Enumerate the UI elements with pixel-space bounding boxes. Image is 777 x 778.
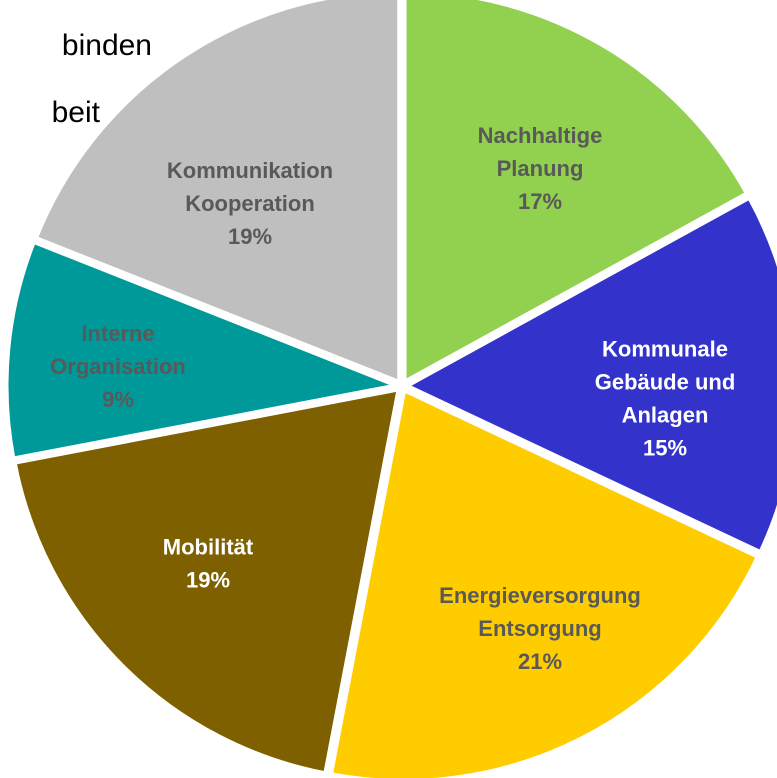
slice-label-line: Kooperation xyxy=(185,191,315,216)
slice-value-label: 19% xyxy=(186,567,230,592)
slice-label-line: Energieversorgung xyxy=(439,583,641,608)
pie-slice xyxy=(401,0,751,387)
annotation: beit xyxy=(52,96,101,129)
slice-label-line: Kommunale xyxy=(602,336,728,361)
slice-label: Nachhaltige Planung 17% xyxy=(478,123,603,214)
slice-label-line: Kommunikation xyxy=(167,158,333,183)
slice-value-label: 17% xyxy=(518,189,562,214)
slice-label-line: Nachhaltige xyxy=(478,123,603,148)
slice-label-line: Mobilität xyxy=(163,534,254,559)
slice-value-label: 9% xyxy=(102,387,134,412)
slice-label-line: Interne xyxy=(81,321,154,346)
annotation: binden xyxy=(62,29,152,62)
slice-label-line: Gebäude und xyxy=(595,369,736,394)
slice-label-line: Organisation xyxy=(50,354,186,379)
slice-label-line: Planung xyxy=(497,156,584,181)
pie-slice xyxy=(327,385,762,778)
slice-value-label: 21% xyxy=(518,649,562,674)
slice-label: Energieversorgung Entsorgung 21% xyxy=(439,583,641,674)
slice-label: Mobilität 19% xyxy=(163,534,254,592)
pie-slice xyxy=(32,0,403,387)
pie-slice xyxy=(3,238,407,463)
slice-value-label: 19% xyxy=(228,224,272,249)
slice-value-label: 15% xyxy=(643,435,687,460)
pie-slice xyxy=(400,193,777,557)
slice-label: Kommunikation Kooperation 19% xyxy=(167,158,333,249)
slice-label-line: Entsorgung xyxy=(478,616,601,641)
slice-label-line: Anlagen xyxy=(622,402,709,427)
slice-label: Kommunale Gebäude und Anlagen 15% xyxy=(595,336,736,460)
slice-label: Interne Organisation 9% xyxy=(50,321,186,412)
pie-slice xyxy=(11,385,403,777)
